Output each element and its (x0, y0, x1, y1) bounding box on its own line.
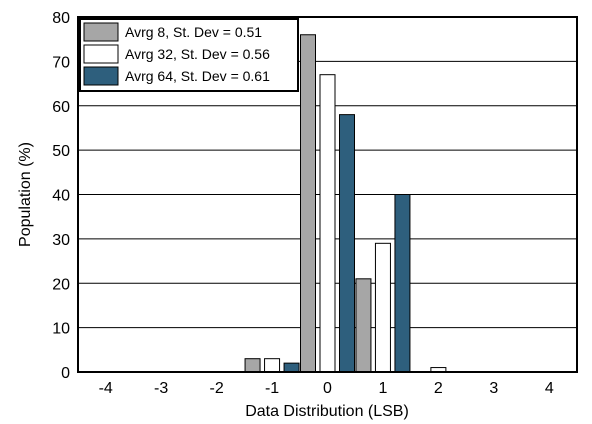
x-tick-label: -1 (265, 380, 279, 397)
bar-series-1-cat-0 (300, 34, 316, 373)
y-tick-label: 50 (52, 143, 70, 160)
x-tick-label: -2 (209, 380, 223, 397)
bar-series-3-cat-0 (339, 114, 355, 373)
x-axis-title: Data Distribution (LSB) (245, 403, 409, 420)
y-tick-label: 70 (52, 54, 70, 71)
y-tick-label: 60 (52, 99, 70, 116)
bar-series-2-cat-1 (374, 242, 391, 373)
bars-group (244, 34, 447, 373)
y-axis-title: Population (%) (17, 142, 34, 247)
y-tick-label: 0 (61, 365, 70, 382)
legend-swatch-2 (83, 44, 119, 64)
bar-series-1-cat-1 (355, 278, 372, 373)
x-tick-label: 0 (323, 380, 332, 397)
x-tick-label: 2 (434, 380, 443, 397)
x-tick-label: -4 (99, 380, 113, 397)
legend-label-1: Avrg 8, St. Dev = 0.51 (125, 24, 262, 40)
x-tick-label: 4 (545, 380, 554, 397)
bar-series-2-cat--1 (264, 358, 281, 373)
x-tick-label: 1 (378, 380, 387, 397)
bar-series-2-cat-0 (319, 74, 336, 373)
bar-series-1-cat--1 (244, 358, 261, 373)
legend-label-2: Avrg 32, St. Dev = 0.56 (125, 46, 270, 62)
legend-swatch-1 (83, 22, 119, 42)
y-tick-label: 40 (52, 188, 70, 205)
plot-frame (77, 16, 578, 373)
x-tick-label: 3 (489, 380, 498, 397)
x-tick-labels: -4 -3 -2 -1 0 1 2 3 4 (99, 380, 554, 397)
legend: Avrg 8, St. Dev = 0.51 Avrg 32, St. Dev =… (79, 18, 299, 92)
y-tick-label: 10 (52, 321, 70, 338)
bar-series-3-cat--1 (283, 362, 300, 373)
y-tick-label: 80 (52, 10, 70, 27)
y-tick-labels: 0 10 20 30 40 50 60 70 80 (52, 10, 70, 382)
legend-label-3: Avrg 64, St. Dev = 0.61 (125, 68, 270, 84)
y-tick-label: 30 (52, 232, 70, 249)
legend-swatch-3 (83, 66, 119, 86)
legend-items: Avrg 8, St. Dev = 0.51 Avrg 32, St. Dev =… (83, 22, 270, 86)
x-tick-label: -3 (154, 380, 168, 397)
y-tick-label: 20 (52, 276, 70, 293)
bar-series-3-cat-1 (394, 194, 411, 373)
